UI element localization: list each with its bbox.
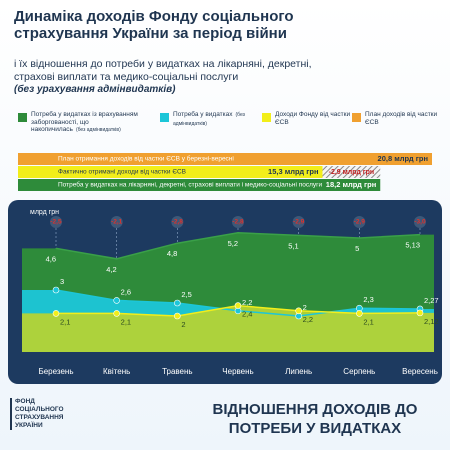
difference-label: -2,5 bbox=[50, 219, 62, 226]
legend-swatch bbox=[160, 113, 169, 122]
point bbox=[52, 310, 60, 317]
bar bbox=[18, 153, 432, 165]
point bbox=[356, 310, 363, 317]
legend-item: Доходи Фонду від частки ЄСВ bbox=[275, 111, 355, 126]
gap-label: -2,9 млрд грн bbox=[329, 169, 375, 176]
difference-label: -2,9 bbox=[354, 219, 366, 226]
point bbox=[416, 309, 424, 317]
legend-item: Потреба у видатках (без адмінвидатків) bbox=[173, 111, 258, 128]
point bbox=[174, 312, 181, 320]
x-tick-label: Липень bbox=[285, 367, 312, 376]
legend-note: (без адмінвидатків) bbox=[173, 112, 245, 127]
difference-badge bbox=[171, 216, 184, 228]
legend-label: Потреба у видатках bbox=[173, 111, 233, 118]
value-label: 4,8 bbox=[167, 249, 177, 258]
point bbox=[174, 299, 181, 307]
legend-item: Потреба у видатках із врахуванням заборг… bbox=[31, 111, 141, 135]
bar bbox=[18, 166, 323, 178]
bar-label: Потреба у видатках на лікарняні, декретн… bbox=[58, 181, 323, 189]
value-label: 2,6 bbox=[121, 287, 131, 296]
value-label: 2,12 bbox=[424, 317, 439, 326]
bar-label: План отримання доходів від частки ЄСВ у … bbox=[58, 155, 234, 163]
difference-badge bbox=[414, 216, 426, 228]
subtitle: і їх відношення до потреби у видатках на… bbox=[14, 58, 312, 83]
x-tick-label: Червень bbox=[222, 367, 253, 376]
difference-badge bbox=[353, 216, 366, 228]
legend-swatch bbox=[262, 113, 271, 122]
legend-label: Доходи Фонду від частки ЄСВ bbox=[275, 111, 351, 126]
bar bbox=[18, 179, 381, 191]
x-tick-label: Вересень bbox=[402, 367, 438, 376]
difference-label: -2,8 bbox=[172, 219, 184, 226]
bar-value: 20,8 млрд грн bbox=[378, 154, 428, 163]
value-label: 2,4 bbox=[242, 310, 252, 319]
point bbox=[295, 307, 302, 315]
area-fill bbox=[22, 305, 434, 352]
difference-label: -3,0 bbox=[414, 219, 426, 226]
difference-label: -2,9 bbox=[293, 219, 305, 226]
value-label: 2,2 bbox=[303, 315, 313, 324]
value-label: 2 bbox=[181, 320, 185, 329]
bar-value: 18,2 млрд грн bbox=[326, 180, 376, 189]
value-label: 2,1 bbox=[121, 317, 131, 326]
legend-note: (без адмінвидатків) bbox=[75, 127, 121, 133]
legend-swatch bbox=[18, 113, 27, 122]
legend-label: План доходів від частки ЄСВ bbox=[365, 111, 438, 126]
point bbox=[113, 297, 120, 304]
value-label: 5,2 bbox=[228, 239, 238, 248]
value-label: 5,1 bbox=[288, 241, 298, 250]
value-label: 2,27 bbox=[424, 296, 439, 305]
note: (без урахування адмінвидатків) bbox=[14, 84, 176, 95]
point bbox=[234, 302, 242, 309]
x-tick-label: Квітень bbox=[103, 367, 130, 376]
difference-label: -2,8 bbox=[232, 219, 244, 226]
difference-badge bbox=[232, 216, 244, 228]
value-label: 2,2 bbox=[242, 298, 252, 307]
y-axis-label: млрд грн bbox=[30, 209, 59, 216]
bar-value: 15,3 млрд грн bbox=[268, 167, 318, 176]
point bbox=[52, 286, 60, 294]
value-label: 2,3 bbox=[363, 295, 373, 304]
x-tick-label: Березень bbox=[38, 367, 73, 376]
point bbox=[113, 310, 120, 317]
bar-label: Фактично отримані доходи від частки ЄСВ bbox=[58, 168, 186, 176]
difference-badge bbox=[110, 216, 123, 228]
gap-bar bbox=[322, 166, 381, 178]
difference-badge bbox=[292, 216, 305, 228]
heading: ВІДНОШЕННЯ ДОХОДІВ ДО ПОТРЕБИ У ВИДАТКАХ bbox=[212, 401, 418, 437]
value-label: 4,2 bbox=[106, 265, 116, 274]
value-label: 3 bbox=[60, 277, 64, 286]
legend-item: План доходів від частки ЄСВ bbox=[365, 111, 445, 126]
value-label: 2 bbox=[303, 303, 307, 312]
value-label: 2,5 bbox=[181, 290, 191, 299]
value-label: 2,1 bbox=[363, 317, 373, 326]
value-label: 5 bbox=[355, 244, 359, 253]
x-tick-label: Травень bbox=[162, 367, 193, 376]
difference-badge bbox=[50, 216, 62, 228]
value-label: 4,6 bbox=[46, 254, 56, 263]
series-line bbox=[55, 232, 421, 260]
title: Динаміка доходів Фонду соціального страх… bbox=[14, 8, 294, 42]
x-tick-label: Серпень bbox=[343, 367, 375, 376]
value-label: 2,1 bbox=[60, 317, 70, 326]
legend-swatch bbox=[352, 113, 361, 122]
logo: ФОНД СОЦІАЛЬНОГО СТРАХУВАННЯ УКРАЇНИ bbox=[10, 398, 64, 430]
legend-label: Потреба у видатках із врахуванням заборг… bbox=[31, 111, 138, 133]
difference-label: -2,1 bbox=[111, 219, 123, 226]
value-label: 5,13 bbox=[405, 241, 420, 250]
